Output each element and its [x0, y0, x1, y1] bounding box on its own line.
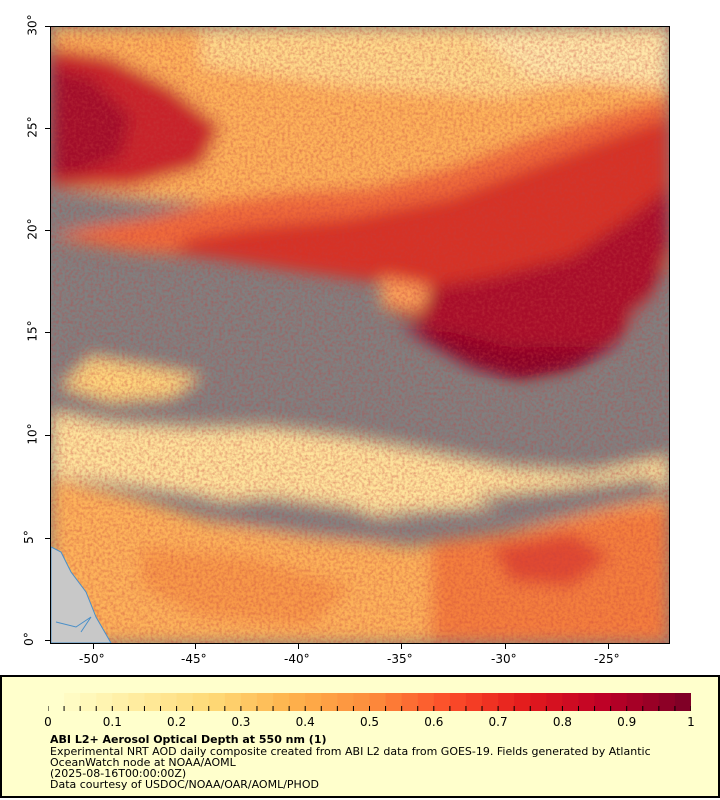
x-tick-label: -35° [387, 652, 413, 666]
legend-date: (2025-08-16T00:00:00Z) [50, 767, 187, 780]
colorbar-label: 0.6 [424, 715, 444, 729]
land-area [51, 546, 112, 643]
x-tick-label: -45° [181, 652, 207, 666]
colorbar-segment [353, 693, 371, 711]
colorbar-segment [80, 693, 97, 711]
aod-map [50, 26, 670, 644]
x-tick-label: -25° [594, 652, 620, 666]
colorbar-label: 0.8 [552, 715, 572, 729]
y-tick-mark [45, 538, 50, 539]
colorbar-segment [160, 693, 178, 711]
colorbar-segment [240, 693, 258, 711]
colorbar [48, 693, 691, 711]
colorbar-segment [369, 693, 387, 711]
colorbar-segment [128, 693, 146, 711]
colorbar-segment [465, 693, 483, 711]
aod-map-image [51, 27, 669, 643]
colorbar-label: 1 [687, 715, 695, 729]
colorbar-segment [578, 693, 596, 711]
x-tick-label: -50° [79, 652, 105, 666]
y-tick-mark [45, 332, 50, 333]
colorbar-segment [112, 693, 129, 711]
y-tick-mark [45, 640, 50, 641]
x-tick-mark [298, 644, 299, 649]
colorbar-segment [224, 693, 242, 711]
colorbar-segment [273, 693, 290, 711]
colorbar-segment [546, 693, 563, 711]
speckle-texture [51, 27, 669, 643]
y-tick-label: 30° [25, 14, 40, 36]
y-tick-label: 0° [21, 632, 36, 646]
legend-panel: 0 0.1 0.2 0.3 0.4 0.5 0.6 0.7 0.8 0.9 1 ABI L2+ Ae… [0, 675, 720, 798]
colorbar-segment [385, 693, 403, 711]
colorbar-segment [256, 693, 274, 711]
colorbar-label: 0 [44, 715, 52, 729]
y-tick-label: 5° [21, 530, 36, 544]
colorbar-segment [289, 693, 306, 711]
colorbar-segment [674, 693, 691, 711]
x-tick-label: -40° [284, 652, 310, 666]
y-tick-mark [45, 230, 50, 231]
y-tick-mark [45, 435, 50, 436]
colorbar-segment [401, 693, 419, 711]
y-tick-label: 15° [25, 320, 40, 342]
x-tick-mark [401, 644, 402, 649]
colorbar-segment [514, 693, 531, 711]
colorbar-segment [337, 693, 355, 711]
colorbar-segment [96, 693, 113, 711]
x-tick-mark [505, 644, 506, 649]
y-tick-label: 25° [25, 116, 40, 138]
y-tick-label: 20° [25, 218, 40, 240]
colorbar-segment [530, 693, 547, 711]
legend-title: ABI L2+ Aerosol Optical Depth at 550 nm … [50, 733, 327, 746]
colorbar-segment [433, 693, 451, 711]
colorbar-label: 0.9 [617, 715, 637, 729]
y-tick-mark [45, 128, 50, 129]
colorbar-segment [449, 693, 467, 711]
colorbar-segment [208, 693, 226, 711]
colorbar-segment [562, 693, 580, 711]
coast-line [55, 616, 92, 633]
colorbar-label: 0.4 [295, 715, 315, 729]
colorbar-segment [144, 693, 162, 711]
x-tick-mark [608, 644, 609, 649]
colorbar-segment [176, 693, 194, 711]
colorbar-segment [642, 693, 660, 711]
colorbar-segment [594, 693, 612, 711]
x-tick-label: -30° [491, 652, 517, 666]
x-tick-mark [93, 644, 94, 649]
colorbar-label: 0.7 [488, 715, 508, 729]
y-tick-mark [45, 26, 50, 27]
colorbar-segment [64, 693, 81, 711]
colorbar-segment [321, 693, 338, 711]
colorbar-segment [417, 693, 435, 711]
colorbar-label: 0.3 [231, 715, 251, 729]
legend-description-1: Experimental NRT AOD daily composite cre… [50, 745, 651, 758]
colorbar-label: 0.2 [167, 715, 187, 729]
x-tick-mark [195, 644, 196, 649]
colorbar-segment [610, 693, 628, 711]
colorbar-segment [305, 693, 322, 711]
legend-credit: Data courtesy of USDOC/NOAA/OAR/AOML/PHO… [50, 778, 319, 791]
legend-description-2: OceanWatch node at NOAA/AOML [50, 756, 236, 769]
colorbar-segment [48, 693, 65, 711]
colorbar-segment [482, 693, 499, 711]
colorbar-segment [498, 693, 515, 711]
y-tick-label: 10° [25, 423, 40, 445]
colorbar-label: 0.5 [359, 715, 380, 729]
colorbar-segment [658, 693, 676, 711]
colorbar-segment [626, 693, 644, 711]
colorbar-label: 0.1 [102, 715, 122, 729]
colorbar-segment [192, 693, 210, 711]
